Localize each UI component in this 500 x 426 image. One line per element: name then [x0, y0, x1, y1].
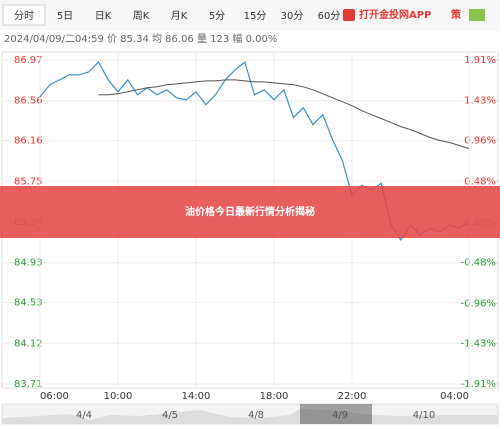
navigator-label: 4/4: [76, 410, 92, 421]
y-tick-label: 86.16: [14, 136, 43, 147]
y-tick-label: 86.97: [14, 55, 43, 66]
active-tab-box: [2, 4, 46, 26]
y2-tick-label: 1.91%: [464, 55, 496, 66]
y-tick-label: 85.75: [14, 176, 43, 187]
y2-tick-label: -1.43%: [461, 338, 496, 349]
tab-bar: [0, 0, 500, 30]
app-link[interactable]: 打开金投网APP: [359, 8, 431, 21]
x-tick-label: 18:00: [260, 391, 289, 402]
y2-tick-label: -1.91%: [461, 379, 496, 390]
y-tick-label: 86.56: [14, 96, 43, 107]
x-tick-label: 14:00: [182, 391, 211, 402]
navigator-area: [2, 409, 498, 424]
y2-tick-label: -0.96%: [461, 298, 496, 309]
tab[interactable]: 30分: [281, 10, 304, 22]
app-icon: [343, 9, 355, 21]
banner-title: 油价格今日最新行情分析揭秘: [185, 205, 315, 218]
series-line: [98, 79, 470, 149]
y2-tick-label: 0.96%: [464, 136, 496, 147]
y-tick-label: 84.93: [14, 258, 43, 269]
navigator-label: 4/8: [248, 410, 264, 421]
tab[interactable]: 5日: [57, 11, 73, 22]
navigator-label: 4/9: [332, 410, 348, 421]
tab[interactable]: 15分: [244, 10, 267, 22]
x-tick-label: 04:00: [440, 391, 469, 402]
banner: [0, 186, 500, 238]
tab[interactable]: 5分: [209, 10, 225, 22]
y-tick-label: 83.71: [14, 379, 43, 390]
y2-tick-label: 1.43%: [464, 96, 496, 107]
tab[interactable]: 月K: [171, 10, 188, 22]
tab[interactable]: 日K: [95, 11, 112, 22]
navigator-label: 4/5: [162, 410, 178, 421]
y-tick-label: 84.53: [14, 298, 43, 309]
x-tick-label: 06:00: [40, 391, 69, 402]
navigator-label: 4/10: [413, 410, 435, 421]
navigator-window[interactable]: [300, 404, 372, 424]
tab[interactable]: 分时: [14, 10, 34, 22]
y2-tick-label: 0.48%: [464, 176, 496, 187]
tab[interactable]: 周K: [133, 10, 150, 22]
x-tick-label: 10:00: [104, 391, 133, 402]
x-tick-label: 22:00: [338, 391, 367, 402]
y-tick-label: 84.12: [14, 338, 43, 349]
strategy-link[interactable]: 策: [451, 8, 462, 21]
tab[interactable]: 60分: [318, 10, 341, 22]
y2-tick-label: -0.48%: [461, 258, 496, 269]
info-line: 2024/04/09/二04:59 价 85.34 均 86.06 量 123 …: [4, 32, 277, 45]
strategy-icon: [469, 9, 485, 21]
